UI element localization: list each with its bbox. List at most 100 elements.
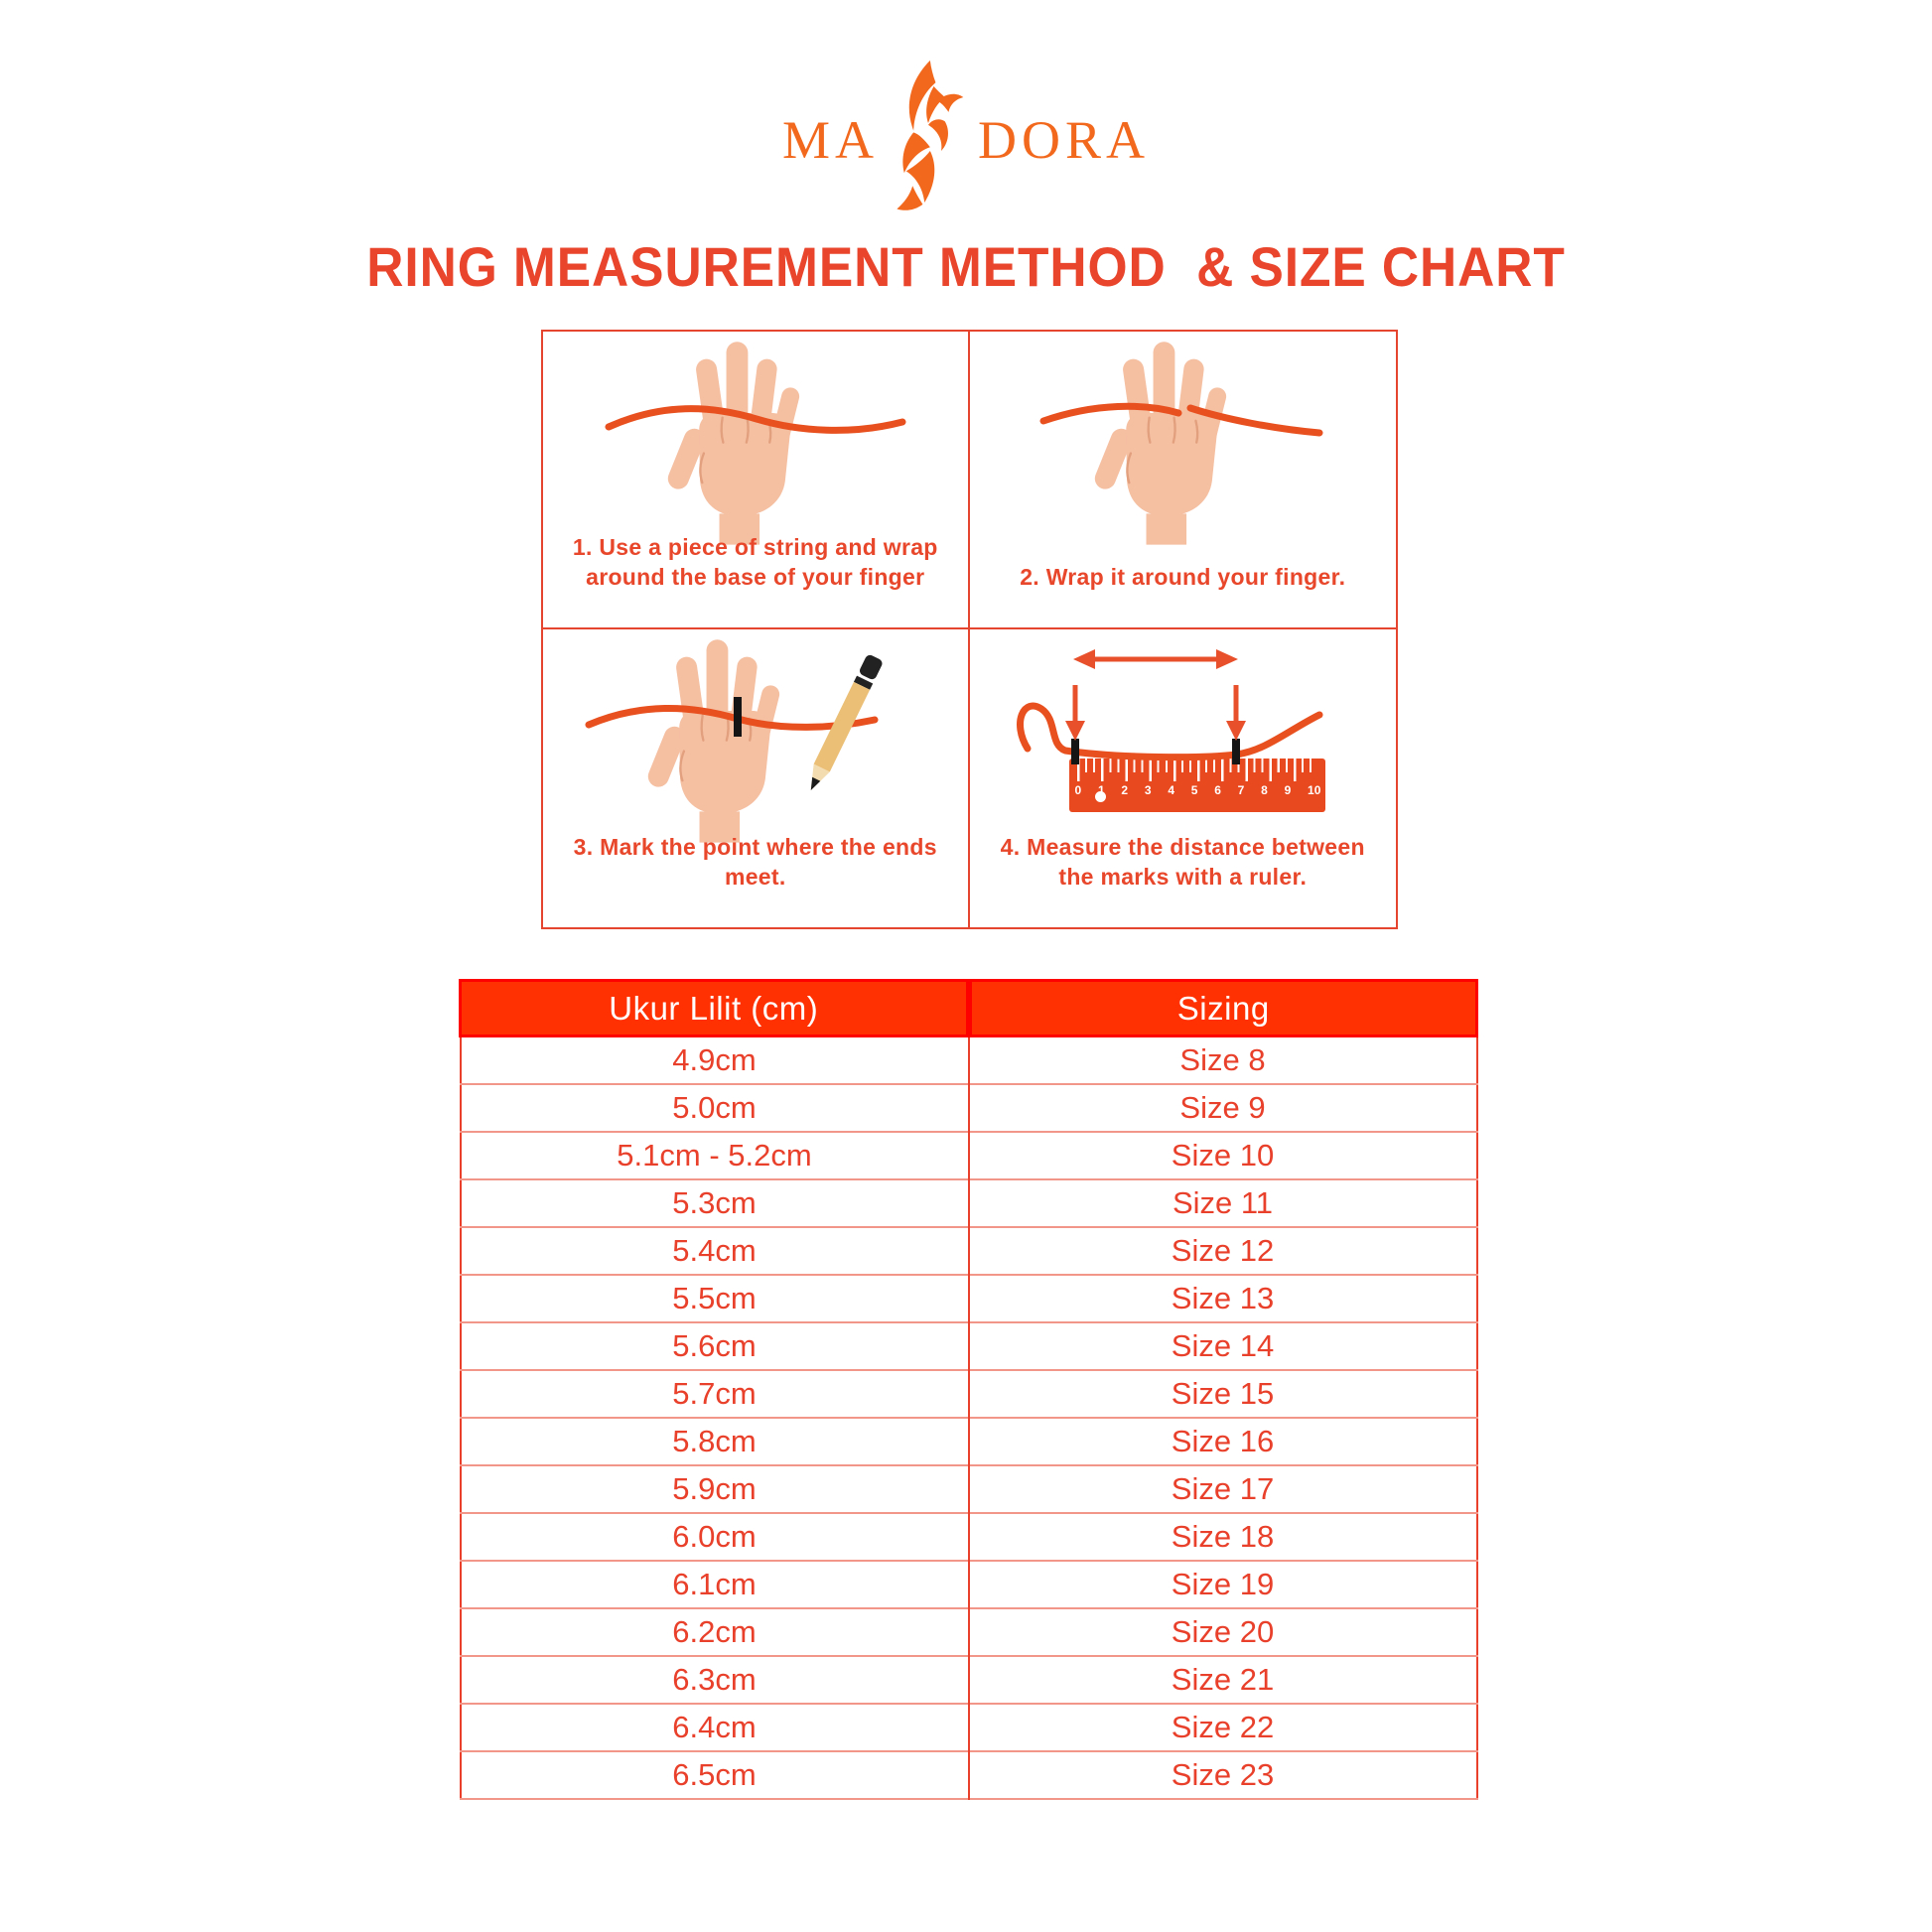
size-cell: Size 16 [968,1418,1477,1466]
ruler-number: 3 [1144,783,1152,797]
step-caption-4: 4. Measure the distance between the mark… [1000,834,1365,891]
size-cell: Size 18 [968,1513,1477,1562]
size-cell: Size 8 [968,1035,1477,1085]
size-chart-table: Ukur Lilit (cm) Sizing 4.9cm Size 8 5.0cm S… [459,979,1478,1800]
ruler-number: 7 [1237,783,1245,797]
instruction-grid: 1. Use a piece of string and wrap around… [541,330,1398,929]
step-caption-2: 2. Wrap it around your finger. [1020,564,1346,591]
ruler-number: 9 [1284,783,1292,797]
table-header-row: Ukur Lilit (cm) Sizing [459,979,1478,1037]
page-title: RING MEASUREMENT METHOD & SIZE CHART [366,235,1566,298]
table-row: 6.2cm Size 20 [460,1608,1477,1657]
ukur-cell: 6.1cm [460,1561,970,1609]
col-header-sizing: Sizing [967,979,1478,1037]
ruler-number: 10 [1308,783,1321,797]
table-row: 5.3cm Size 11 [460,1179,1477,1228]
step-caption-1: 1. Use a piece of string and wrap around… [572,534,938,591]
ruler-number: 1 [1097,783,1105,797]
ukur-cell: 5.4cm [460,1227,970,1276]
pencil-icon [810,654,883,791]
table-row: 6.0cm Size 18 [460,1513,1477,1562]
table-row: 5.7cm Size 15 [460,1370,1477,1419]
size-cell: Size 22 [968,1704,1477,1752]
table-row: 6.3cm Size 21 [460,1656,1477,1705]
ukur-cell: 5.3cm [460,1179,970,1228]
hand-icon [643,638,783,844]
ukur-cell: 5.8cm [460,1418,970,1466]
size-cell: Size 9 [968,1084,1477,1133]
arrow-down-icon [1064,685,1085,741]
size-cell: Size 17 [968,1465,1477,1514]
ruler-number: 8 [1261,783,1268,797]
table-row: 5.0cm Size 9 [460,1084,1477,1133]
size-table-body: 4.9cm Size 8 5.0cm Size 9 5.1cm - 5.2cm Size … [460,1035,1477,1800]
brand-logo: MA DORA [0,58,1932,216]
brand-name-left: MA [781,110,879,170]
table-row: 6.1cm Size 19 [460,1561,1477,1609]
table-row: 5.1cm - 5.2cm Size 10 [460,1132,1477,1180]
size-cell: Size 11 [968,1179,1477,1228]
size-cell: Size 15 [968,1370,1477,1419]
ruler-major-ticks [1076,759,1317,781]
instruction-step-3: 3. Mark the point where the ends meet. [543,629,970,927]
step4-illustration: 0 1 2 3 4 5 6 7 8 9 10 [970,629,1397,853]
table-row: 5.5cm Size 13 [460,1275,1477,1323]
ruler-illustration: 0 1 2 3 4 5 6 7 8 9 10 [1068,759,1325,812]
table-row: 4.9cm Size 8 [460,1035,1477,1085]
hand-icon [1089,341,1229,546]
arrow-down-icon [1225,685,1246,741]
string-icon [1016,702,1322,761]
col-header-ukur-lilit: Ukur Lilit (cm) [459,979,972,1037]
table-row: 5.4cm Size 12 [460,1227,1477,1276]
ukur-cell: 6.0cm [460,1513,970,1562]
instruction-step-4: 0 1 2 3 4 5 6 7 8 9 10 [970,629,1397,927]
ukur-cell: 5.9cm [460,1465,970,1514]
ukur-cell: 4.9cm [460,1035,970,1085]
size-cell: Size 21 [968,1656,1477,1705]
ukur-cell: 5.0cm [460,1084,970,1133]
ruler-number: 2 [1121,783,1129,797]
ukur-cell: 5.7cm [460,1370,970,1419]
string-icon [1186,404,1322,437]
string-icon [605,405,906,434]
double-arrow-icon [1072,649,1238,669]
mark-icon [734,697,742,737]
instruction-step-2: 2. Wrap it around your finger. [969,332,1397,629]
size-cell: Size 13 [968,1275,1477,1323]
ruler-numbers: 0 1 2 3 4 5 6 7 8 9 10 [1075,783,1321,797]
table-row: 5.8cm Size 16 [460,1418,1477,1466]
step1-illustration [543,332,968,555]
ruler-number: 4 [1168,783,1174,797]
size-chart: Ukur Lilit (cm) Sizing 4.9cm Size 8 5.0cm S… [459,979,1478,1800]
brand-name-right: DORA [978,110,1151,170]
hand-icon [663,341,803,546]
ukur-cell: 6.3cm [460,1656,970,1705]
ruler-dot [1094,791,1106,802]
step3-illustration [543,629,968,853]
string-icon [1039,402,1181,425]
size-cell: Size 14 [968,1322,1477,1371]
ukur-cell: 5.5cm [460,1275,970,1323]
size-cell: Size 19 [968,1561,1477,1609]
size-cell: Size 12 [968,1227,1477,1276]
ukur-cell: 5.1cm - 5.2cm [460,1132,970,1180]
ruler-number: 6 [1214,783,1221,797]
ruler-number: 0 [1074,783,1082,797]
table-row: 5.6cm Size 14 [460,1322,1477,1371]
table-row: 6.5cm Size 23 [460,1751,1477,1800]
table-row: 5.9cm Size 17 [460,1465,1477,1514]
mark-icon [1231,739,1240,764]
ukur-cell: 6.5cm [460,1751,970,1800]
ukur-cell: 5.6cm [460,1322,970,1371]
ukur-cell: 6.2cm [460,1608,970,1657]
ukur-cell: 6.4cm [460,1704,970,1752]
ruler-number: 5 [1190,783,1198,797]
size-cell: Size 20 [968,1608,1477,1657]
phoenix-icon [897,60,964,210]
table-row: 6.4cm Size 22 [460,1704,1477,1752]
step-caption-3: 3. Mark the point where the ends meet. [573,834,937,891]
instruction-step-1: 1. Use a piece of string and wrap around… [543,332,970,629]
step2-illustration [970,332,1397,555]
mark-icon [1070,739,1079,764]
